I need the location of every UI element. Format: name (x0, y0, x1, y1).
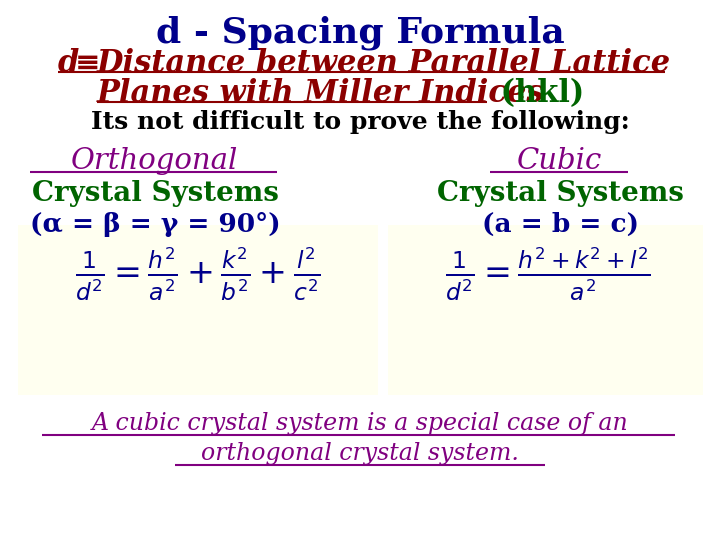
Text: orthogonal crystal system.: orthogonal crystal system. (201, 442, 519, 465)
Text: Distance between Parallel Lattice: Distance between Parallel Lattice (97, 48, 671, 79)
Text: $\frac{1}{d^2} = \frac{h^2 + k^2 + l^2}{a^2}$: $\frac{1}{d^2} = \frac{h^2 + k^2 + l^2}{… (445, 245, 651, 302)
Bar (388, 225, 703, 395)
Text: (α = β = γ = 90°): (α = β = γ = 90°) (30, 212, 280, 237)
Text: (hkl): (hkl) (490, 78, 584, 109)
Text: Crystal Systems: Crystal Systems (436, 180, 683, 207)
Text: Its not difficult to prove the following:: Its not difficult to prove the following… (91, 110, 629, 134)
Text: (a = b = c): (a = b = c) (482, 212, 639, 237)
Text: Cubic: Cubic (517, 147, 603, 175)
Bar (18, 225, 378, 395)
Text: d - Spacing Formula: d - Spacing Formula (156, 15, 564, 50)
Text: $\frac{1}{d^2} = \frac{h^2}{a^2} + \frac{k^2}{b^2} + \frac{l^2}{c^2}$: $\frac{1}{d^2} = \frac{h^2}{a^2} + \frac… (76, 245, 320, 302)
Text: Crystal Systems: Crystal Systems (32, 180, 279, 207)
Text: Orthogonal: Orthogonal (71, 147, 239, 175)
Text: A cubic crystal system is a special case of an: A cubic crystal system is a special case… (91, 412, 629, 435)
Text: d: d (58, 48, 79, 79)
Text: ≡: ≡ (75, 48, 101, 79)
Text: Planes with Miller Indices: Planes with Miller Indices (97, 78, 544, 109)
